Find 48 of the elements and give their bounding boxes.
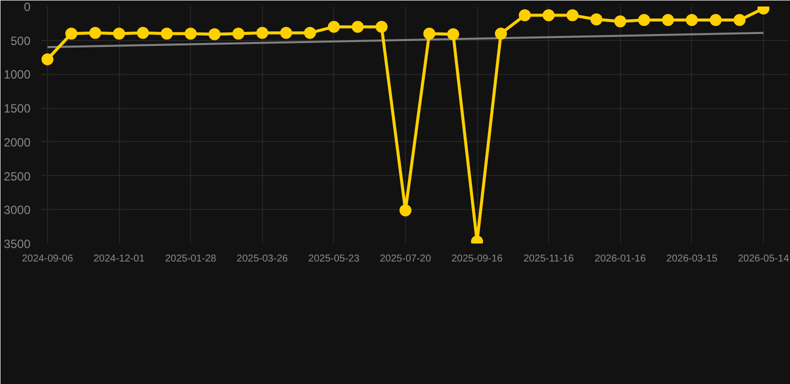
point [160,28,173,40]
point [328,20,340,33]
point [232,28,244,40]
y-tick-label: 500 [10,34,31,48]
y-tick-label: 2000 [4,135,31,150]
point [280,26,292,39]
point [113,28,126,40]
point [184,28,197,40]
point [136,26,149,39]
point [89,26,102,39]
y-tick-label: 2500 [4,169,31,184]
x-tick-label: 2026-01-16 [594,254,646,264]
y-tick-label: 3000 [4,203,31,218]
y-tick-label: 1000 [4,68,31,82]
point [65,28,78,40]
point [542,9,555,22]
x-tick-label: 2026-05-14 [738,254,790,264]
y-tick-label: 3500 [4,237,31,251]
point [614,15,626,28]
point [566,9,579,22]
x-tick-label: 2026-03-15 [666,254,718,264]
point [686,14,698,26]
point [376,20,388,33]
y-tick-label: 0 [24,0,31,14]
point [208,28,221,40]
point [494,28,507,40]
point [352,20,364,33]
point [734,14,746,26]
x-tick-label: 2025-01-28 [165,254,217,264]
x-tick-label: 2025-05-23 [308,254,360,264]
x-tick-label: 2025-07-20 [380,254,432,264]
point [423,28,436,40]
point [256,26,268,39]
point [304,26,316,39]
y-tick-label: 1500 [4,102,31,116]
point [447,28,460,40]
point [662,14,674,26]
point [590,13,602,26]
x-tick-label: 2025-03-26 [236,254,288,264]
point [42,53,54,66]
point [710,14,722,26]
point [399,204,412,216]
point [638,14,650,26]
point [518,9,531,22]
x-tick-label: 2024-09-06 [22,254,74,264]
x-tick-label: 2025-11-16 [523,254,574,264]
x-tick-label: 2024-12-01 [93,254,146,264]
x-tick-label: 2025-09-16 [451,254,504,264]
